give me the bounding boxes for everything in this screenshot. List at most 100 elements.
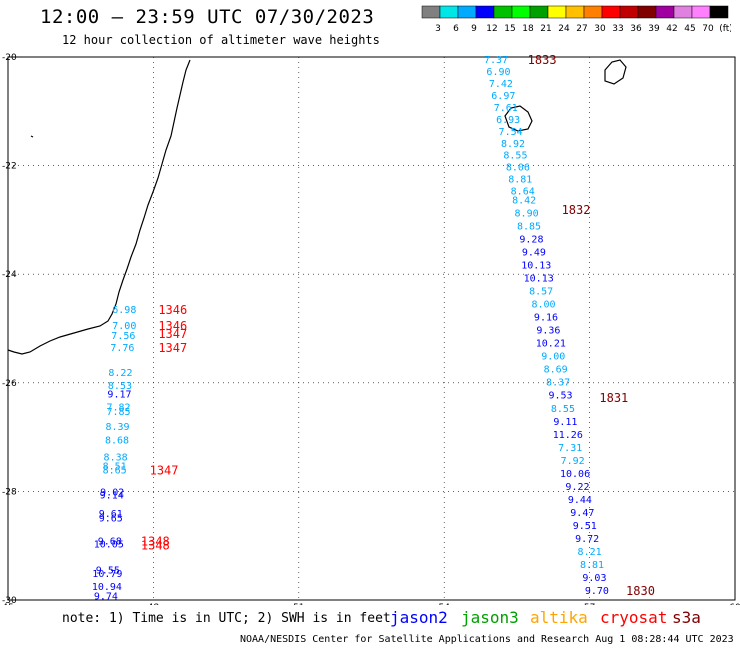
colorbar-label: 21 [540,24,551,34]
wave-height-label: 8.55 [503,151,527,162]
colorbar-label: 42 [666,24,677,34]
wave-height-label: 8.53 [108,381,132,392]
wave-height-label: 9.65 [99,513,123,524]
colorbar-label: 9 [471,24,477,34]
time-label: 1348 [141,534,170,548]
time-label: 1832 [562,203,591,217]
credit-line: NOAA/NESDIS Center for Satellite Applica… [240,634,734,645]
wave-height-label: 8.69 [544,365,568,376]
time-label: 1830 [626,584,655,598]
islet-coast [30,135,34,138]
reunion-coast [504,105,533,132]
legend-cryosat: cryosat [600,608,668,627]
wave-height-label: 7.42 [489,79,513,90]
wave-height-label: 8.85 [517,221,541,232]
colorbar-label: 18 [522,24,534,34]
x-tick-label: 57 [584,603,595,605]
x-tick-label: 54 [438,603,450,605]
wave-height-label: 9.70 [585,586,609,597]
wave-height-labels: 7.376.907.426.977.616.937.548.928.558.06… [92,55,609,602]
wave-height-map: 454851545760-20-22-24-26-28-30 7.376.907… [2,53,740,605]
colorbar-label: 45 [684,24,695,34]
footnote: note: 1) Time is in UTC; 2) SWH is in fe… [62,611,391,626]
colorbar-label: 27 [576,24,587,34]
wave-height-label: 9.68 [98,536,122,547]
wave-height-label: 9.61 [99,509,123,520]
colorbar-label: 15 [504,24,515,34]
wave-height-label: 6.98 [112,305,136,316]
wave-height-label: 7.00 [112,321,136,332]
wave-height-label: 10.94 [92,582,122,593]
y-tick-label: -20 [2,53,17,63]
y-tick-label: -26 [2,379,17,389]
time-label: 1347 [158,341,187,355]
wave-height-label: 8.22 [108,368,132,379]
wave-height-label: 10.05 [94,540,124,551]
wave-height-label: 9.47 [570,508,594,519]
wave-height-label: 9.02 [100,487,124,498]
colorbar-label: 12 [486,24,497,34]
wave-height-label: 7.85 [106,407,130,418]
y-tick-label: -30 [2,596,17,605]
colorbar-label: (ft) [719,24,731,34]
legend-jason3: jason3 [461,608,519,627]
colorbar-label: 30 [594,24,606,34]
wave-height-label: 8.81 [508,175,532,186]
axis-tick-labels: 45 48 51 54 57 60 -20 -22 -24 -26 -28 -30 [2,53,740,605]
wave-height-label: 8.39 [105,422,129,433]
colorbar-label: 24 [558,24,570,34]
wave-height-label: 6.90 [486,67,510,78]
wave-height-label: 9.11 [553,417,577,428]
x-tick-label: 45 [2,603,13,605]
wave-height-label: 8.21 [578,547,602,558]
y-tick-label: -22 [2,162,17,172]
wave-height-label: 7.31 [558,443,582,454]
wave-height-label: 11.26 [553,430,583,441]
wave-height-label: 8.42 [512,195,536,206]
legend-s3a: s3a [672,608,701,627]
colorbar-label: 39 [648,24,660,34]
wave-height-label: 8.68 [105,435,129,446]
colorbar-label: 3 [435,24,441,34]
wave-height-label: 6.93 [496,115,520,126]
wave-height-label: 9.55 [96,566,120,577]
wave-height-label: 8.55 [551,404,575,415]
time-labels: 1833183218311830134613461347134713471348… [141,53,655,598]
page-title: 12:00 – 23:59 UTC 07/30/2023 [40,6,375,28]
wave-height-label: 8.57 [529,286,553,297]
y-tick-label: -28 [2,487,17,497]
time-label: 1348 [141,539,170,553]
page-subtitle: 12 hour collection of altimeter wave hei… [62,33,380,47]
wave-height-label: 9.44 [568,495,592,506]
wave-height-label: 8.65 [103,466,127,477]
wave-height-label: 7.54 [499,127,523,138]
time-label: 1346 [158,303,187,317]
wave-height-label: 10.21 [536,339,566,350]
wave-height-label: 8.64 [511,187,535,198]
y-tick-label: -24 [2,270,17,280]
legend-jason2: jason2 [390,608,448,627]
legend-altika: altika [530,608,588,627]
mauritius-coast [604,59,627,85]
wave-height-label: 7.61 [494,103,518,114]
map-grid [7,56,736,601]
wave-height-label: 10.13 [524,273,554,284]
wave-height-label: 9.36 [536,326,560,337]
wave-height-label: 7.37 [484,55,508,66]
time-label: 1346 [158,319,187,333]
wave-height-label: 10.13 [521,260,551,271]
wave-height-label: 10.06 [560,469,590,480]
wave-height-label: 9.03 [582,573,606,584]
wave-height-label: 9.53 [548,391,572,402]
wave-height-label: 9.00 [541,352,565,363]
wave-height-label: 9.74 [94,592,118,603]
colorbar-label: 36 [630,24,642,34]
wave-height-label: 9.22 [565,482,589,493]
map-frame [7,56,736,601]
colorbar-label: 6 [453,24,459,34]
time-label: 1347 [150,464,179,478]
wave-height-label: 9.16 [534,313,558,324]
time-label: 1831 [599,391,628,405]
wave-height-label: 7.56 [111,331,135,342]
wave-height-label: 6.97 [491,91,515,102]
